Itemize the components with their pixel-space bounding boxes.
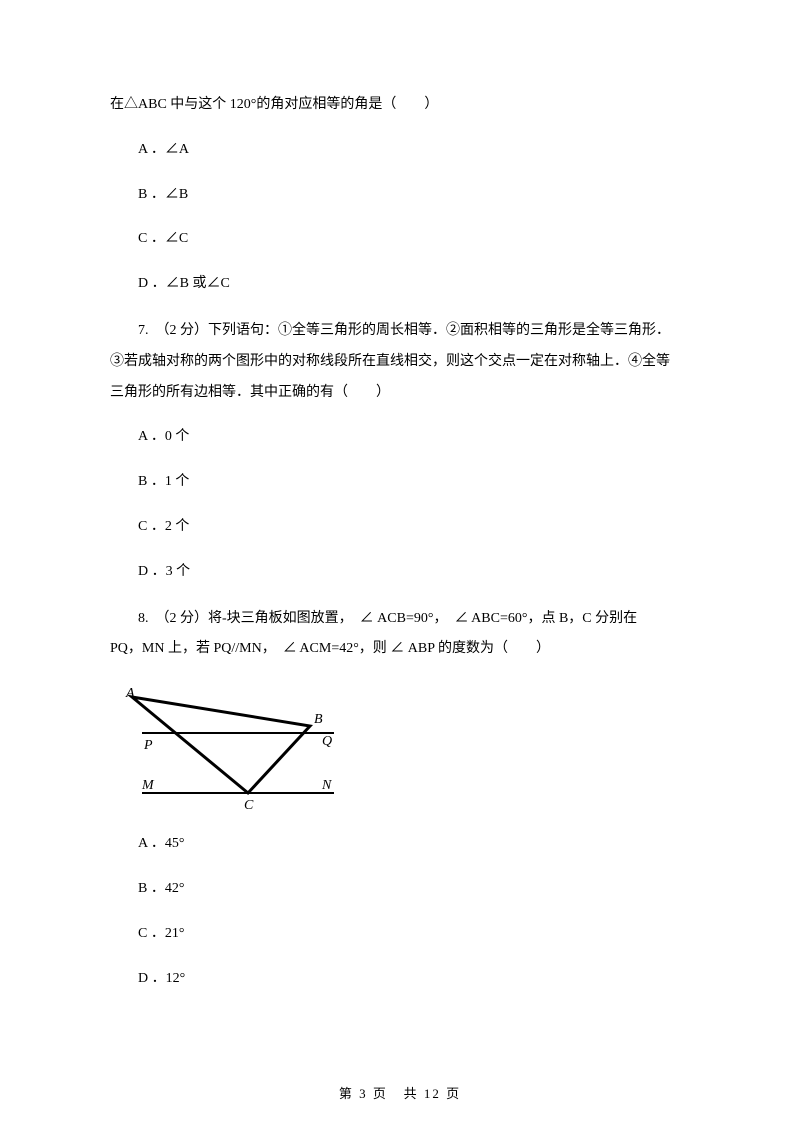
q8-figure: A B C P Q M N: [124, 687, 350, 815]
q7-stem-line1: 7. （2 分）下列语句：①全等三角形的周长相等．②面积相等的三角形是全等三角形…: [110, 316, 690, 347]
q6-opt-b: B ．∠B: [110, 180, 690, 211]
q6-opt-c: C ．∠C: [110, 224, 690, 255]
q8-label-c: C: [244, 798, 254, 813]
q8-opt-b: B ．42°: [110, 874, 690, 905]
q8-label-b: B: [314, 712, 323, 727]
page-total: 共 12 页: [404, 1086, 462, 1101]
q8-opt-d: D ．12°: [110, 964, 690, 995]
q7-stem-line3: 三角形的所有边相等．其中正确的有（ ）: [110, 378, 690, 409]
q7-opt-a: A ．0 个: [110, 422, 690, 453]
q7-opt-b: B ．1 个: [110, 467, 690, 498]
q8-label-m: M: [141, 778, 155, 793]
q8-label-q: Q: [322, 734, 332, 749]
q7-stem-line2: ③若成轴对称的两个图形中的对称线段所在直线相交，则这个交点一定在对称轴上．④全等: [110, 347, 690, 378]
q8-stem-line1: 8. （2 分）将-块三角板如图放置， ∠ ACB=90°， ∠ ABC=60°…: [110, 604, 690, 635]
q8-opt-c: C ．21°: [110, 919, 690, 950]
page-number: 第 3 页: [339, 1086, 388, 1101]
page-footer: 第 3 页 共 12 页: [0, 1083, 800, 1102]
q7-opt-d: D ．3 个: [110, 557, 690, 588]
q6-opt-a: A ．∠A: [110, 135, 690, 166]
q8-label-n: N: [321, 778, 332, 793]
q6-stem: 在△ABC 中与这个 120°的角对应相等的角是（ ）: [110, 90, 690, 121]
q6-opt-d: D ．∠B 或∠C: [110, 269, 690, 300]
q8-stem-line2: PQ，MN 上，若 PQ//MN， ∠ ACM=42°，则 ∠ ABP 的度数为…: [110, 634, 690, 665]
q8-label-a: A: [125, 687, 135, 701]
q7-opt-c: C ．2 个: [110, 512, 690, 543]
q8-label-p: P: [143, 738, 153, 753]
q8-opt-a: A ．45°: [110, 829, 690, 860]
